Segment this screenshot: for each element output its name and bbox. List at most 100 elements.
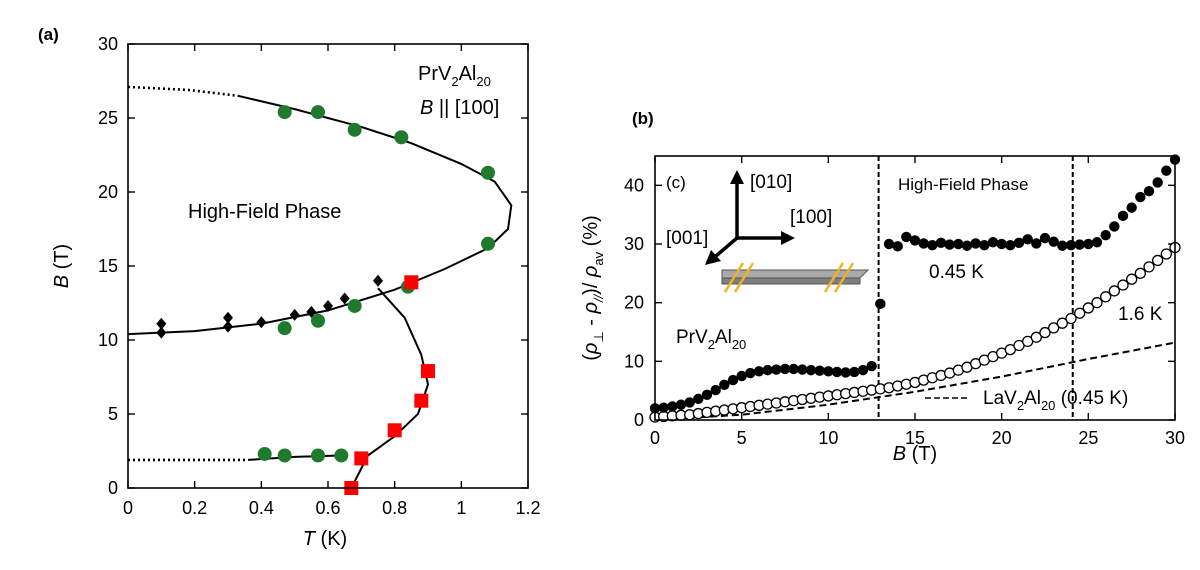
red-square-point: [414, 393, 429, 408]
x-tick-label: 15: [905, 428, 925, 448]
open-circle-point: [1100, 291, 1112, 303]
filled-circle-point: [970, 238, 981, 249]
chart-a-xlabel: T (K): [303, 528, 347, 550]
green-circle-point: [347, 122, 362, 137]
filled-circle-point: [953, 238, 964, 250]
y-tick-label: 0: [108, 478, 118, 498]
axis-100-arrowhead: [781, 231, 795, 245]
inset-axes-diagram: [010] [100] [001]: [666, 170, 870, 293]
filled-circle-point: [1091, 237, 1103, 248]
black-diamond-point: [289, 308, 300, 321]
filled-circle-point: [1135, 191, 1146, 203]
y-tick-label: 10: [98, 330, 118, 350]
filled-circle-point: [1065, 239, 1077, 251]
chart-b: (b) 0 5 10 15 20 25 30 0 10 20 30 40 B (T) (ρ⊥ - ρ/…: [580, 109, 1185, 465]
filled-circle-point: [823, 366, 834, 377]
x-tick-label: 0: [650, 428, 660, 448]
filled-circle-point: [883, 238, 895, 250]
filled-circle-point: [788, 363, 799, 375]
black-diamond-point: [156, 326, 167, 339]
black-diamond-point: [156, 317, 167, 330]
filled-circle-point: [727, 374, 739, 386]
green-circle-point: [277, 448, 292, 463]
filled-circle-point: [866, 360, 877, 372]
y-tick-label: 20: [624, 293, 644, 313]
filled-circle-point: [667, 401, 678, 412]
green-circle-point: [347, 298, 362, 313]
filled-circle-point: [1100, 230, 1111, 241]
filled-circle-point: [1057, 240, 1068, 251]
filled-circle-point: [909, 235, 921, 246]
sample-bar-side: [721, 277, 861, 285]
filled-circle-point: [710, 384, 721, 396]
filled-circle-point: [805, 364, 817, 376]
chart-b-phase-label: High-Field Phase: [898, 175, 1028, 194]
y-tick-label: 10: [624, 351, 644, 371]
filled-circle-point: [849, 366, 860, 378]
chart-a-marks: [156, 105, 495, 495]
filled-circle-point: [1161, 165, 1172, 176]
filled-circle-point: [979, 239, 990, 251]
black-diamond-point: [223, 311, 233, 324]
open-circle-point: [1048, 322, 1060, 334]
x-tick-label: 0: [123, 498, 133, 518]
filled-circle-point: [935, 237, 947, 249]
axis-010-arrowhead: [730, 170, 744, 184]
y-tick-label: 30: [624, 234, 644, 254]
green-circle-point: [481, 165, 495, 180]
filled-circle-point: [1074, 239, 1085, 250]
green-circle-point: [481, 236, 495, 251]
filled-circle-point: [857, 364, 869, 376]
filled-circle-point: [1048, 236, 1059, 247]
chart-b-xlabel: B (T): [893, 443, 937, 465]
x-tick-label: 25: [1078, 428, 1098, 448]
green-circle-point: [311, 105, 325, 120]
x-tick-label: 0.8: [382, 498, 407, 518]
open-circle-point: [1108, 285, 1120, 297]
open-circle-point: [1056, 317, 1068, 329]
phase-boundary-extrapolated-top: [128, 85, 239, 98]
chart-a-field-direction: B || [100]: [420, 97, 499, 119]
filled-circle-point: [797, 364, 808, 375]
open-circle-point: [1117, 279, 1129, 291]
x-tick-label: 5: [737, 428, 747, 448]
chart-b-marks: [649, 154, 1181, 423]
black-diamond-point: [373, 274, 383, 287]
black-diamond-point: [256, 316, 267, 329]
axis-001-arrowhead: [705, 250, 721, 265]
panel-label-c: (c): [666, 173, 686, 192]
chart-a-frame: [127, 43, 529, 489]
filled-circle-point: [1031, 238, 1042, 249]
chart-a-phase-label: High-Field Phase: [188, 201, 341, 223]
filled-circle-point: [918, 238, 929, 249]
red-square-point: [421, 364, 435, 379]
filled-circle-point: [693, 393, 704, 405]
y-tick-label: 40: [624, 175, 644, 195]
axis-001-arrow: [714, 236, 739, 258]
filled-circle-point: [987, 237, 999, 248]
filled-circle-point: [1126, 202, 1137, 213]
y-tick-label: 25: [98, 108, 118, 128]
filled-circle-point: [944, 239, 955, 250]
axis-001-label: [001]: [666, 228, 708, 249]
chart-b-vlines: [877, 156, 1074, 420]
x-tick-label: 10: [818, 428, 838, 448]
y-tick-label: 30: [98, 34, 118, 54]
open-circle-point: [1030, 331, 1042, 343]
green-circle-point: [257, 446, 272, 461]
filled-circle-point: [840, 367, 851, 378]
filled-circle-point: [658, 402, 669, 413]
y-tick-label: 0: [634, 410, 644, 430]
open-circle-point: [1082, 302, 1094, 314]
axis-010-label: [010]: [750, 172, 792, 193]
x-tick-label: 1.2: [515, 498, 540, 518]
filled-circle-point: [1005, 239, 1016, 251]
filled-circle-point: [814, 365, 825, 376]
filled-circle-point: [779, 363, 791, 375]
open-circle-point: [1134, 267, 1146, 279]
black-diamond-point: [306, 305, 317, 318]
green-circle-point: [334, 448, 349, 463]
y-tick-label: 5: [108, 404, 118, 424]
x-tick-label: 0.2: [182, 498, 207, 518]
